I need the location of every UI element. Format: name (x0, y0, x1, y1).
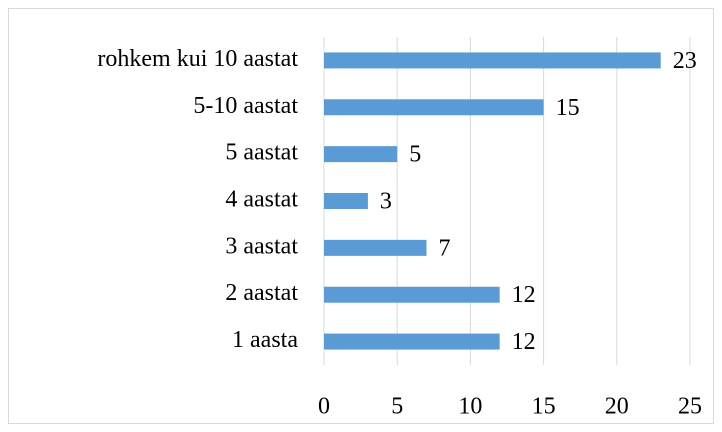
data-label: 12 (512, 329, 536, 355)
y-tick-label: 5 aastat (225, 140, 298, 166)
x-tick-label: 25 (678, 394, 702, 420)
y-tick-label: 2 aastat (225, 280, 298, 306)
y-tick-label: 4 aastat (225, 187, 298, 213)
bar (324, 193, 368, 209)
x-tick-label: 10 (458, 394, 482, 420)
y-tick-label: 3 aastat (225, 233, 298, 259)
chart-border (8, 8, 714, 424)
data-label: 3 (380, 189, 392, 215)
data-label: 15 (556, 95, 580, 121)
bar (324, 286, 500, 303)
bar (324, 52, 661, 69)
bar (324, 333, 500, 350)
x-tick-label: 20 (605, 394, 629, 420)
data-label: 12 (512, 282, 536, 308)
bar (324, 146, 398, 163)
x-tick-label: 5 (391, 394, 403, 420)
data-label: 7 (438, 235, 450, 261)
x-tick-label: 0 (318, 394, 330, 420)
x-tick-label: 15 (532, 394, 556, 420)
data-label: 23 (673, 48, 697, 74)
y-tick-label: rohkem kui 10 aastat (97, 46, 298, 72)
y-tick-label: 1 aasta (232, 327, 298, 353)
bar (324, 99, 544, 116)
data-label: 5 (409, 142, 421, 168)
y-tick-label: 5-10 aastat (193, 93, 298, 119)
bar (324, 239, 427, 256)
